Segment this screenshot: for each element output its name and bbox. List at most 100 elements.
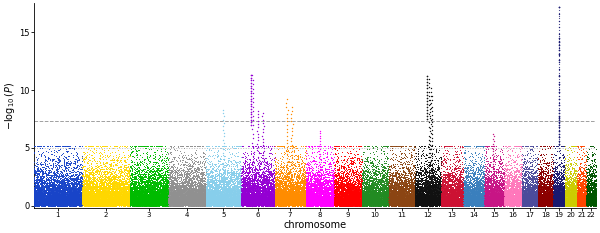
Point xyxy=(456,202,466,206)
Point xyxy=(521,192,530,196)
Point xyxy=(97,198,106,202)
Point xyxy=(252,195,262,198)
Point xyxy=(152,200,161,204)
Point xyxy=(546,196,556,200)
Point xyxy=(37,165,47,169)
Point xyxy=(191,179,200,183)
Point xyxy=(325,196,334,200)
Point xyxy=(233,203,243,207)
Point xyxy=(475,178,484,182)
Point xyxy=(465,199,475,203)
Point xyxy=(534,201,544,205)
Point xyxy=(59,202,68,205)
Point xyxy=(279,174,289,177)
Point xyxy=(239,183,248,187)
Point xyxy=(142,201,151,205)
Point xyxy=(322,202,332,206)
Point xyxy=(443,201,452,205)
Point xyxy=(79,177,88,181)
Point xyxy=(245,188,255,192)
Point xyxy=(326,194,335,198)
Point xyxy=(462,144,472,147)
Point xyxy=(281,198,290,201)
Point xyxy=(527,178,537,182)
Point xyxy=(464,202,474,206)
Point xyxy=(439,201,448,204)
Point xyxy=(178,193,187,197)
Point xyxy=(293,191,302,195)
Point xyxy=(590,199,600,203)
Point xyxy=(76,201,85,205)
Point xyxy=(248,154,258,158)
Point xyxy=(554,195,563,199)
Point xyxy=(109,203,119,207)
Point xyxy=(548,198,558,202)
Point xyxy=(52,193,61,197)
Point xyxy=(567,198,577,202)
Point xyxy=(132,203,142,207)
Point xyxy=(292,144,301,147)
Point xyxy=(66,194,76,198)
Point xyxy=(499,204,509,207)
Point xyxy=(118,196,127,200)
Point xyxy=(486,204,496,207)
Point xyxy=(363,199,373,203)
Point xyxy=(314,183,324,187)
Point xyxy=(331,199,340,202)
Point xyxy=(316,177,325,180)
Point xyxy=(293,192,302,195)
Point xyxy=(277,203,287,207)
Point xyxy=(512,200,522,204)
Point xyxy=(528,188,538,192)
Point xyxy=(484,201,493,204)
Point xyxy=(218,201,228,205)
Point xyxy=(250,175,259,178)
Point xyxy=(412,197,422,201)
Point xyxy=(410,197,420,201)
Point xyxy=(190,195,200,198)
Point xyxy=(547,202,556,206)
Point xyxy=(164,201,173,204)
Point xyxy=(220,200,229,204)
Point xyxy=(356,144,366,147)
Point xyxy=(298,169,308,173)
Point xyxy=(395,162,405,166)
Point xyxy=(178,201,187,205)
Point xyxy=(233,201,243,205)
Point xyxy=(299,202,309,206)
Point xyxy=(589,192,599,196)
Point xyxy=(53,191,62,195)
Point xyxy=(190,175,199,178)
Point xyxy=(219,200,229,204)
Point xyxy=(499,195,508,199)
Point xyxy=(495,197,505,201)
Point xyxy=(260,186,270,189)
Point xyxy=(258,194,268,198)
Point xyxy=(299,204,308,207)
Point xyxy=(391,203,400,207)
Point xyxy=(413,203,423,207)
Point xyxy=(230,202,239,206)
Point xyxy=(489,199,499,203)
Point xyxy=(571,183,581,187)
Point xyxy=(509,194,518,198)
Point xyxy=(563,201,573,205)
Point xyxy=(61,188,70,192)
Point xyxy=(431,201,440,204)
Point xyxy=(471,199,481,203)
Point xyxy=(127,201,136,205)
Point xyxy=(302,193,312,197)
Point xyxy=(352,196,362,200)
Point xyxy=(104,190,114,194)
Point xyxy=(162,199,172,203)
Point xyxy=(110,196,120,200)
Point xyxy=(418,201,427,204)
Point xyxy=(224,184,233,188)
Point xyxy=(92,198,102,202)
Point xyxy=(538,194,547,198)
Point xyxy=(380,202,390,206)
Point xyxy=(560,197,570,201)
Point xyxy=(64,201,73,204)
Point xyxy=(415,178,424,182)
Point xyxy=(356,159,365,162)
